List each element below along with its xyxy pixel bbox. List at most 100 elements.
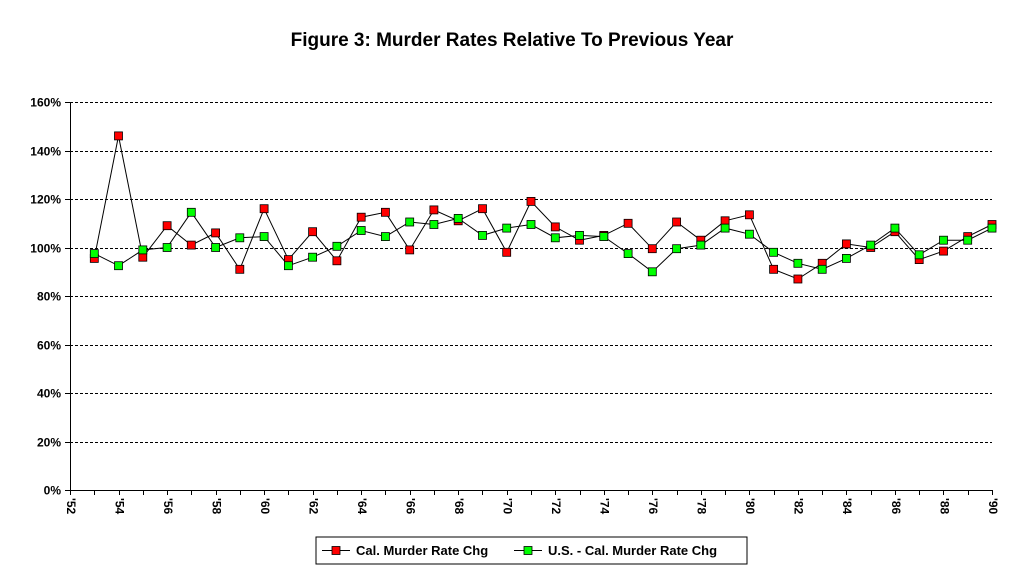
data-point-1 [526, 220, 536, 229]
gridlines [70, 102, 992, 443]
y-tick-label: 160% [30, 96, 61, 110]
y-tick-label: 60% [37, 339, 61, 353]
data-point-1 [817, 264, 827, 274]
x-tick-label: '82 [792, 498, 806, 515]
data-point-0 [842, 239, 851, 249]
data-point-0 [672, 217, 681, 227]
data-point-0 [138, 252, 148, 262]
y-tick-label: 0% [44, 484, 62, 498]
data-point-1 [769, 247, 778, 257]
x-tick-label: '58 [209, 498, 223, 515]
data-point-0 [332, 256, 342, 266]
x-tick-label: '52 [64, 498, 78, 515]
series-line-0 [93, 135, 993, 280]
x-tick-label: '78 [695, 498, 709, 515]
data-point-0 [405, 245, 415, 255]
data-point-1 [745, 229, 754, 239]
y-axis-ticks: 0% 20% 40% 60% 80% 100% 120% 140% 160% [30, 96, 70, 498]
data-point-1 [987, 223, 997, 233]
data-point-0 [114, 131, 123, 141]
data-point-0 [502, 247, 512, 257]
x-tick-label: '88 [937, 498, 951, 515]
x-tick-label: '74 [598, 498, 612, 515]
chart-title: Figure 3: Murder Rates Relative To Previ… [291, 30, 734, 51]
x-tick-label: '86 [889, 498, 903, 515]
data-point-1 [283, 261, 293, 271]
data-point-1 [235, 233, 245, 243]
y-tick-label: 120% [30, 193, 61, 207]
data-point-1 [550, 233, 560, 243]
legend: Cal. Murder Rate Chg U.S. - Cal. Murder … [315, 536, 748, 565]
data-point-0 [186, 240, 196, 250]
legend-label-cal: Cal. Murder Rate Chg [356, 543, 488, 558]
data-point-1 [162, 243, 172, 252]
data-point-1 [672, 244, 681, 254]
x-tick-label: '90 [986, 498, 1000, 515]
legend-label-us: U.S. - Cal. Murder Rate Chg [548, 543, 717, 558]
data-point-1 [429, 220, 439, 229]
x-tick-label: '60 [258, 498, 272, 515]
data-point-1 [308, 252, 318, 262]
x-tick-label: '66 [404, 498, 418, 515]
data-point-0 [623, 218, 633, 228]
data-point-1 [647, 267, 657, 277]
data-point-1 [720, 223, 730, 233]
data-point-1 [259, 232, 269, 242]
data-point-1 [914, 250, 924, 260]
data-point-1 [356, 226, 366, 235]
data-point-0 [211, 228, 221, 238]
x-tick-label: '64 [355, 498, 369, 515]
data-point-1 [405, 217, 415, 227]
data-point-1 [114, 261, 123, 271]
data-point-1 [575, 230, 584, 240]
data-point-1 [478, 230, 487, 240]
x-tick-label: '56 [161, 498, 175, 515]
data-point-0 [429, 205, 439, 215]
x-tick-label: '80 [743, 498, 757, 515]
data-point-1 [623, 249, 633, 259]
legend-marker-cal [331, 546, 341, 555]
data-point-0 [793, 274, 803, 284]
x-tick-label: '54 [112, 498, 126, 515]
data-point-0 [720, 216, 730, 226]
data-point-1 [332, 241, 342, 251]
x-tick-label: '76 [646, 498, 660, 515]
data-point-1 [380, 232, 390, 242]
series-markers [89, 131, 997, 284]
x-tick-label: '84 [840, 498, 854, 515]
data-point-0 [380, 207, 390, 217]
data-point-0 [745, 210, 754, 220]
x-tick-label: '70 [501, 498, 515, 515]
data-point-1 [599, 232, 609, 242]
y-tick-label: 140% [30, 145, 61, 159]
data-point-0 [939, 246, 948, 256]
series-lines [93, 135, 993, 280]
x-tick-label: '68 [452, 498, 466, 515]
x-tick-label: '62 [306, 498, 320, 515]
y-tick-label: 100% [30, 242, 61, 256]
data-point-1 [186, 207, 196, 217]
data-point-0 [647, 244, 657, 254]
data-point-0 [478, 204, 487, 214]
data-point-1 [138, 245, 148, 255]
data-point-0 [235, 264, 245, 274]
legend-box [315, 536, 748, 565]
series-line-1 [94, 211, 993, 273]
data-point-1 [502, 223, 512, 233]
data-point-1 [696, 240, 706, 250]
data-point-1 [89, 249, 99, 259]
data-point-0 [259, 204, 269, 214]
y-tick-label: 40% [37, 387, 61, 401]
data-point-1 [963, 235, 973, 245]
data-point-1 [211, 243, 221, 252]
data-point-0 [162, 221, 172, 231]
data-point-1 [866, 240, 876, 250]
data-point-0 [308, 227, 318, 237]
data-point-1 [793, 258, 803, 268]
x-axis-ticks: '52 '54 '56 '58 '60 '62 '64 '66 '68 '70 '72 '74 '76 '… [64, 490, 1000, 515]
data-point-1 [939, 235, 948, 245]
data-point-1 [842, 253, 851, 263]
data-point-0 [356, 212, 366, 222]
data-point-1 [890, 223, 900, 233]
